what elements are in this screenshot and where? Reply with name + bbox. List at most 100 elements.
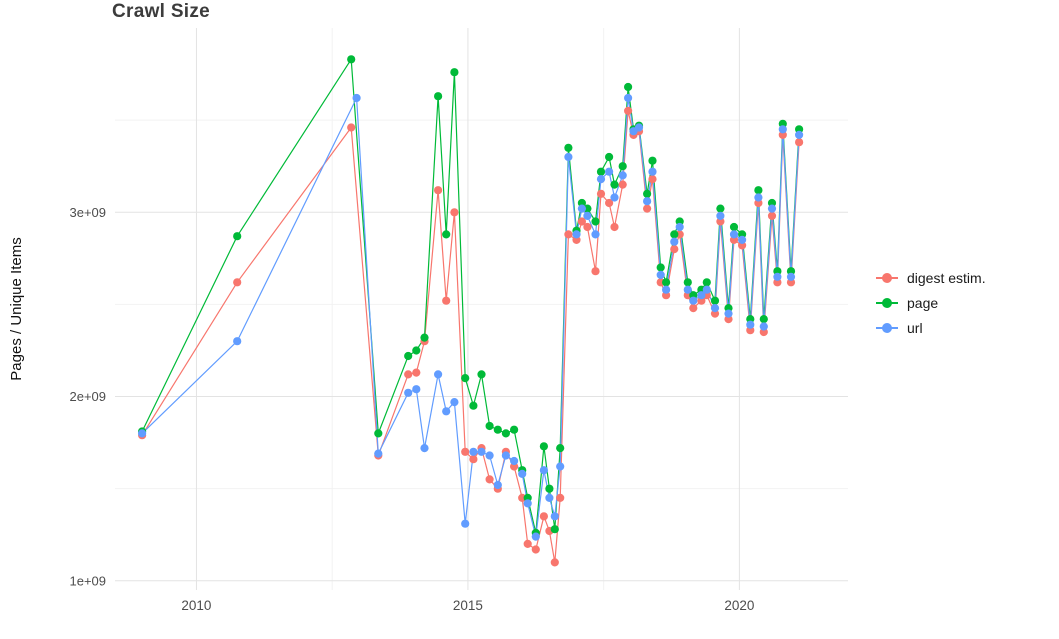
data-point-url <box>767 204 777 213</box>
data-point-page <box>434 92 443 101</box>
data-point-url <box>754 193 763 202</box>
data-point-url <box>675 222 684 232</box>
data-point-page <box>624 82 633 92</box>
data-point-page <box>670 230 679 239</box>
y-axis-label: Pages / Unique Items <box>8 237 25 380</box>
data-point-page <box>404 351 413 361</box>
data-point-url <box>724 309 733 318</box>
data-point-digest-estim- <box>648 175 657 184</box>
data-point-page <box>461 374 470 383</box>
data-point-page <box>485 421 494 431</box>
data-point-digest-estim- <box>577 217 587 226</box>
data-point-page <box>550 525 559 534</box>
data-point-url <box>545 493 554 502</box>
legend-key-icon <box>876 271 898 285</box>
data-point-page <box>702 278 711 287</box>
data-point-digest-estim- <box>596 189 606 198</box>
data-point-url <box>738 235 747 244</box>
x-tick-label: 2015 <box>453 598 483 613</box>
data-point-url <box>689 296 698 305</box>
data-point-digest-estim- <box>591 267 600 276</box>
data-point-url <box>531 532 540 541</box>
data-point-url <box>778 125 787 134</box>
data-point-url <box>518 469 527 478</box>
data-point-url <box>583 211 592 220</box>
data-point-url <box>404 388 413 397</box>
data-point-digest-estim- <box>434 186 443 195</box>
data-point-url <box>670 237 679 246</box>
data-point-url <box>461 519 470 528</box>
data-point-url <box>591 230 600 239</box>
data-point-url <box>596 175 606 184</box>
data-point-url <box>786 272 796 281</box>
data-point-page <box>683 278 692 287</box>
data-point-digest-estim- <box>539 512 549 521</box>
data-point-digest-estim- <box>618 180 627 189</box>
data-point-digest-estim- <box>643 204 652 213</box>
data-point-digest-estim- <box>347 123 356 132</box>
data-point-page <box>729 222 739 232</box>
data-point-url <box>643 197 652 206</box>
data-point-url <box>572 230 581 239</box>
x-tick-label: 2010 <box>181 598 211 613</box>
data-point-page <box>596 167 606 176</box>
data-point-page <box>556 444 565 453</box>
data-point-digest-estim- <box>767 211 777 220</box>
data-point-url <box>493 480 502 490</box>
data-point-digest-estim- <box>605 198 614 208</box>
data-point-page <box>420 333 429 342</box>
data-point-url <box>485 451 494 460</box>
data-point-url <box>605 167 614 176</box>
data-point-digest-estim- <box>523 539 532 549</box>
data-point-url <box>374 449 383 458</box>
legend: digest estim. page url <box>876 270 986 345</box>
data-point-digest-estim- <box>689 304 698 313</box>
data-point-page <box>710 296 720 305</box>
data-point-page <box>754 186 763 195</box>
data-point-url <box>710 304 720 313</box>
data-point-page <box>648 156 657 165</box>
data-point-digest-estim- <box>461 447 470 456</box>
legend-item-url: url <box>876 320 986 336</box>
data-point-page <box>759 315 768 324</box>
data-point-digest-estim- <box>556 493 565 502</box>
data-point-page <box>618 162 627 171</box>
data-point-digest-estim- <box>583 222 592 232</box>
data-point-digest-estim- <box>610 222 619 232</box>
data-point-page <box>493 425 502 434</box>
legend-label: url <box>907 320 923 336</box>
legend-key-icon <box>876 321 898 335</box>
legend-item-page: page <box>876 295 986 311</box>
data-point-url <box>477 447 486 456</box>
data-point-page <box>564 143 573 152</box>
data-point-page <box>450 68 459 77</box>
data-point-page <box>442 230 451 239</box>
data-point-digest-estim- <box>450 208 459 217</box>
y-tick-label: 2e+09 <box>69 389 106 404</box>
legend-label: page <box>907 295 939 311</box>
data-point-url <box>434 370 443 379</box>
data-point-page <box>477 370 486 379</box>
data-point-url <box>577 204 587 213</box>
data-point-url <box>233 337 242 346</box>
data-point-page <box>643 189 652 198</box>
y-tick-label: 1e+09 <box>69 573 106 588</box>
data-point-url <box>624 93 633 103</box>
data-point-digest-estim- <box>412 368 421 377</box>
data-point-page <box>656 263 665 272</box>
data-point-url <box>138 429 147 438</box>
data-point-digest-estim- <box>670 245 679 254</box>
y-tick-label: 3e+09 <box>69 205 106 220</box>
data-point-url <box>683 285 692 294</box>
data-point-url <box>773 272 782 281</box>
legend-label: digest estim. <box>907 270 986 286</box>
data-point-url <box>618 171 627 180</box>
data-point-url <box>450 398 459 407</box>
data-point-page <box>662 278 671 287</box>
data-point-page <box>469 401 478 410</box>
data-point-digest-estim- <box>233 278 242 287</box>
data-point-url <box>556 462 565 471</box>
data-point-page <box>374 429 383 438</box>
